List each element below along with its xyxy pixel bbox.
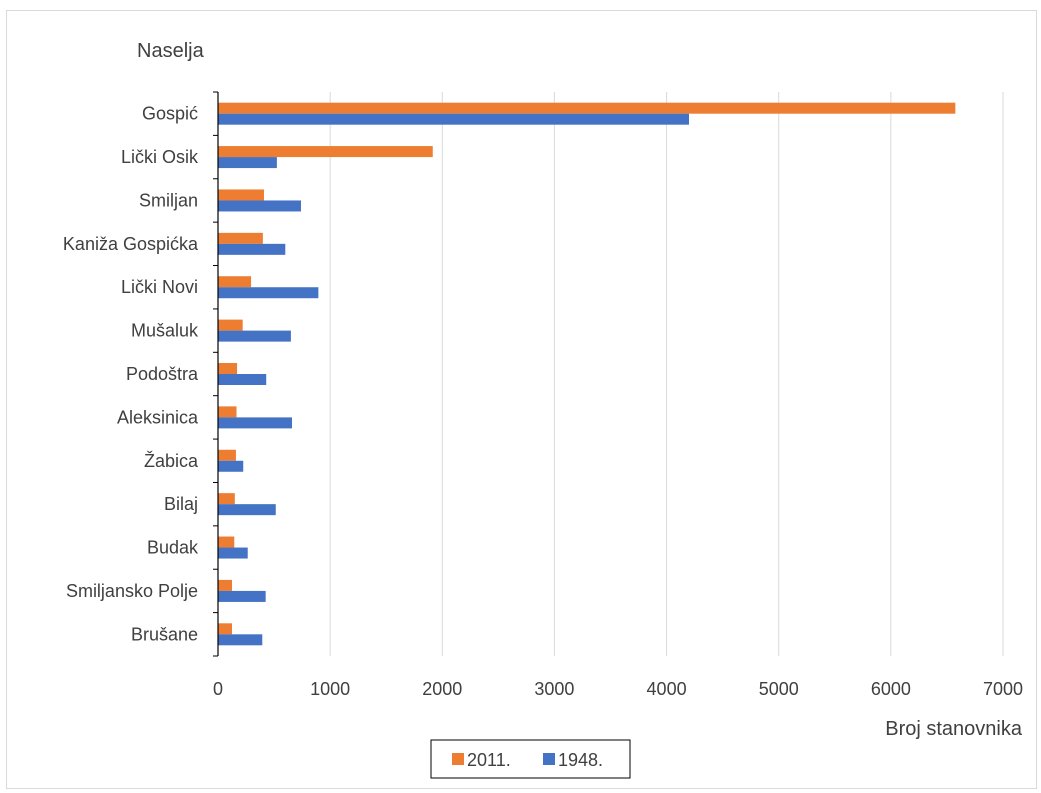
bar-orange [218, 189, 264, 201]
x-tick-label: 1000 [310, 679, 350, 699]
bar-blue [218, 243, 286, 255]
bar-blue [218, 113, 689, 125]
x-tick-label: 0 [213, 679, 223, 699]
legend-swatch [543, 753, 555, 765]
bars [218, 102, 956, 646]
x-tick-label: 3000 [534, 679, 574, 699]
category-label: Podoštra [126, 364, 199, 384]
chart-frame [6, 10, 1037, 789]
bar-orange [218, 449, 236, 461]
gridlines [329, 92, 1004, 656]
bar-orange [218, 102, 956, 114]
category-label: Budak [147, 538, 199, 558]
category-label: Aleksinica [117, 407, 199, 427]
bar-orange [218, 579, 233, 591]
bar-blue [218, 460, 244, 472]
bar-blue [218, 504, 276, 516]
category-label: Žabica [144, 451, 199, 471]
category-labels: Gospić Lički Osik Smiljan Kaniža Gospićka Li… [63, 104, 199, 645]
bar-orange [218, 232, 263, 244]
category-label: Smiljansko Polje [66, 581, 198, 601]
bar-orange [218, 493, 235, 505]
x-tick-labels: 0 1000 2000 3000 4000 5000 6000 7000 [213, 679, 1023, 699]
category-label: Lički Osik [121, 147, 199, 167]
bar-blue [218, 417, 293, 429]
bar-blue [218, 547, 248, 559]
bar-orange [218, 536, 235, 548]
legend: 2011. 1948. [430, 739, 631, 779]
category-label: Gospić [142, 104, 198, 124]
x-tick-label: 4000 [647, 679, 687, 699]
bar-orange [218, 363, 238, 374]
legend-label: 2011. [467, 750, 511, 770]
x-axis-title: Broj stanovnika [885, 718, 1023, 740]
bar-blue [218, 157, 277, 169]
legend-swatch [452, 753, 464, 765]
category-label: Smiljan [139, 190, 198, 210]
bar-blue [218, 330, 291, 342]
x-tick-label: 5000 [759, 679, 799, 699]
category-label: Bilaj [164, 494, 198, 514]
bar-blue [218, 634, 263, 646]
bar-orange [218, 406, 237, 418]
x-tick-label: 7000 [983, 679, 1023, 699]
category-label: Kaniža Gospićka [63, 234, 199, 254]
legend-box [430, 739, 631, 779]
x-tick-label: 2000 [422, 679, 462, 699]
bar-blue [218, 200, 301, 212]
y-axis-title: Naselja [137, 40, 205, 62]
bar-blue [218, 374, 267, 385]
bar-orange [218, 623, 233, 635]
y-axis-ticks [213, 91, 218, 657]
x-tick-label: 6000 [871, 679, 911, 699]
bar-blue [218, 590, 266, 602]
category-label: Brušane [131, 624, 198, 644]
legend-label: 1948. [558, 750, 603, 770]
bar-orange [218, 276, 252, 288]
category-label: Lički Novi [121, 277, 198, 297]
bar-orange [218, 146, 433, 158]
bar-orange [218, 319, 243, 331]
category-label: Mušaluk [131, 321, 199, 341]
bar-blue [218, 287, 319, 299]
